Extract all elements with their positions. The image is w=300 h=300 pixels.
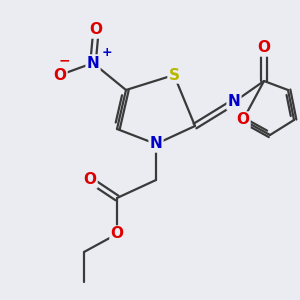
Text: O: O bbox=[83, 172, 97, 188]
Text: O: O bbox=[53, 68, 67, 82]
Text: N: N bbox=[150, 136, 162, 152]
Text: O: O bbox=[236, 112, 250, 128]
Text: O: O bbox=[257, 40, 271, 56]
Text: −: − bbox=[58, 53, 70, 68]
Text: N: N bbox=[87, 56, 99, 70]
Text: O: O bbox=[89, 22, 103, 38]
Text: S: S bbox=[169, 68, 179, 82]
Text: +: + bbox=[101, 46, 112, 59]
Text: N: N bbox=[228, 94, 240, 110]
Text: O: O bbox=[110, 226, 124, 242]
